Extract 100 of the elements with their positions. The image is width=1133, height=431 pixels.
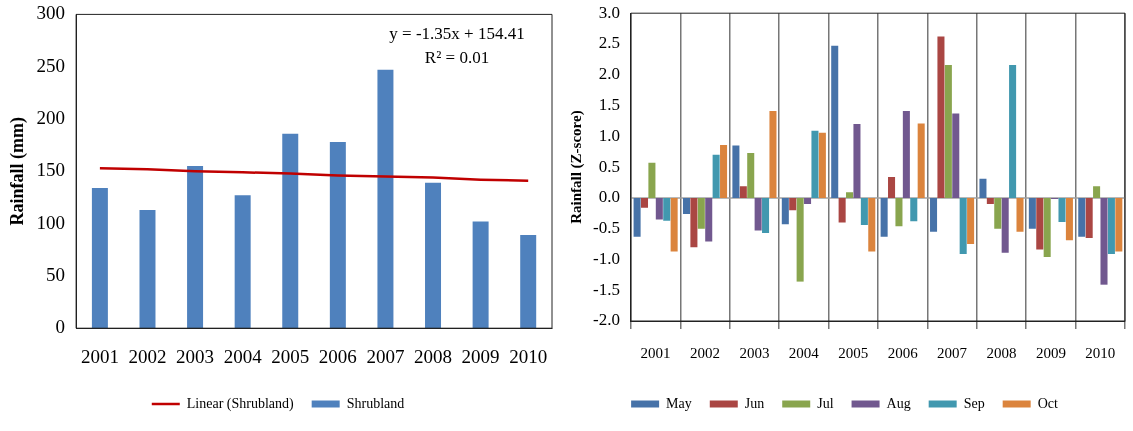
bar <box>697 197 705 229</box>
y-tick-label: -1.5 <box>592 279 620 299</box>
bar <box>811 130 819 198</box>
legend-label: Oct <box>1037 395 1058 411</box>
bar <box>655 197 663 220</box>
y-tick-label: 50 <box>46 263 66 285</box>
bar <box>804 197 812 205</box>
y-axis-title: Rainfall (mm) <box>7 117 29 226</box>
legend-label: Aug <box>886 395 911 411</box>
bar <box>986 197 994 205</box>
x-tick-label: 2005 <box>838 344 869 361</box>
bar <box>1100 197 1108 285</box>
bar <box>860 197 868 225</box>
bar <box>1009 64 1017 198</box>
x-tick-label: 2009 <box>1035 344 1066 361</box>
bar <box>789 197 797 211</box>
annotation: y = -1.35x + 154.41 <box>389 24 525 44</box>
x-tick-label: 2003 <box>739 344 770 361</box>
bar <box>1093 186 1101 198</box>
bar <box>282 133 299 329</box>
y-tick-label: 1.5 <box>598 95 620 115</box>
bar <box>712 154 720 198</box>
x-tick-label: 2006 <box>887 344 919 361</box>
bar <box>868 197 876 252</box>
bar <box>917 123 925 198</box>
bar <box>769 111 777 198</box>
bar <box>1107 197 1115 254</box>
bar <box>377 69 394 329</box>
bar <box>663 197 671 221</box>
x-tick-label: 2010 <box>509 345 548 367</box>
x-tick-label: 2007 <box>937 344 968 361</box>
x-tick-label: 2007 <box>366 345 405 367</box>
bar <box>690 197 698 248</box>
y-tick-label: 250 <box>36 54 66 76</box>
legend-label: May <box>666 395 692 411</box>
bar <box>838 197 846 223</box>
bar <box>895 197 903 227</box>
bar <box>880 197 888 237</box>
bar <box>1115 197 1123 252</box>
bar <box>425 182 442 329</box>
x-tick-label: 2005 <box>271 345 310 367</box>
bar <box>234 195 251 329</box>
bar <box>705 197 713 242</box>
x-tick-label: 2006 <box>318 345 357 367</box>
legend-label: Jul <box>817 395 834 411</box>
bar <box>944 64 952 198</box>
y-tick-label: 100 <box>36 211 66 233</box>
bar <box>930 197 938 232</box>
bar <box>959 197 967 254</box>
y-tick-label: 150 <box>36 159 66 181</box>
bar <box>1016 197 1024 232</box>
legend-label: Shrubland <box>346 395 405 411</box>
bar <box>952 113 960 198</box>
bar <box>1043 197 1051 257</box>
x-tick-label: 2008 <box>986 344 1017 361</box>
annotation: R² = 0.01 <box>424 48 490 68</box>
bar <box>682 197 691 214</box>
x-tick-label: 2010 <box>1085 344 1116 361</box>
x-tick-label: 2004 <box>223 345 263 367</box>
x-tick-label: 2003 <box>176 345 215 367</box>
bar <box>732 145 740 198</box>
bar <box>994 197 1002 229</box>
legend-label: Linear (Shrubland) <box>186 395 295 412</box>
bar <box>902 111 910 198</box>
x-tick-label: 2001 <box>80 345 119 367</box>
x-tick-label: 2004 <box>788 344 820 361</box>
bar <box>187 166 204 329</box>
bar <box>796 197 804 282</box>
bar <box>472 221 489 329</box>
y-tick-label: 0.5 <box>598 156 620 176</box>
bar <box>648 162 656 198</box>
bar <box>739 186 747 198</box>
legend-label: Sep <box>963 395 985 411</box>
bar <box>1036 197 1044 250</box>
bar <box>754 197 762 231</box>
y-tick-label: -1.0 <box>592 248 620 268</box>
bar <box>1058 197 1066 222</box>
bar <box>1001 197 1009 253</box>
bar <box>747 152 755 198</box>
bar <box>910 197 918 222</box>
bar <box>818 132 826 198</box>
y-tick-label: 200 <box>36 106 66 128</box>
bar <box>329 142 346 329</box>
y-axis-title: Rainfall (Z-score) <box>567 110 585 224</box>
bar <box>720 144 728 198</box>
legend-label: Jun <box>744 395 765 411</box>
bar <box>640 197 649 208</box>
x-tick-label: 2002 <box>690 344 721 361</box>
bar <box>670 197 678 252</box>
bar <box>1028 197 1036 229</box>
bar <box>633 197 641 237</box>
bar <box>91 188 108 329</box>
x-tick-label: 2002 <box>128 345 167 367</box>
y-tick-label: 1.0 <box>598 125 620 145</box>
bar <box>853 124 861 198</box>
y-tick-label: 2.0 <box>598 64 620 84</box>
bar <box>1085 197 1093 238</box>
bar <box>762 197 770 233</box>
x-tick-label: 2009 <box>461 345 500 367</box>
y-tick-label: 2.5 <box>598 33 620 53</box>
